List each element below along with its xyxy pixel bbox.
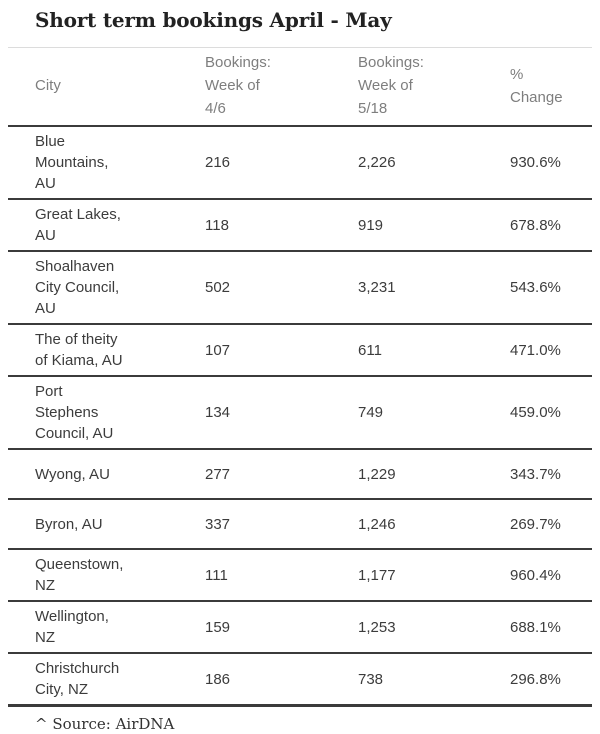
column-header-pct-change-label: % Change <box>510 65 563 106</box>
column-header-pct-change: % Change <box>510 47 592 127</box>
week-4-6-cell: 277 <box>205 449 358 500</box>
city-cell: Wyong, AU <box>8 449 205 500</box>
table-row: Great Lakes, AU 118 919 678.8% <box>8 199 592 252</box>
pct-change-cell: 459.0% <box>510 376 592 450</box>
table-header: City Bookings: Week of 4/6 Bookings: Wee… <box>8 47 592 127</box>
week-5-18-cell: 3,231 <box>358 251 510 325</box>
table-row: Wellington, NZ 159 1,253 688.1% <box>8 601 592 654</box>
city-cell: Shoalhaven City Council, AU <box>8 251 205 325</box>
page-title: Short term bookings April - May <box>35 8 392 32</box>
pct-change-cell: 930.6% <box>510 126 592 200</box>
week-4-6-cell: 111 <box>205 549 358 602</box>
city-cell: Christchurch City, NZ <box>8 653 205 707</box>
week-4-6-cell: 134 <box>205 376 358 450</box>
week-4-6-cell: 118 <box>205 199 358 252</box>
pct-change-cell: 688.1% <box>510 601 592 654</box>
city-cell: Byron, AU <box>8 499 205 550</box>
column-header-city: City <box>8 47 205 127</box>
week-4-6-cell: 107 <box>205 324 358 377</box>
table-body: Blue Mountains, AU 216 2,226 930.6% Grea… <box>8 126 592 707</box>
header-row: City Bookings: Week of 4/6 Bookings: Wee… <box>8 47 592 127</box>
week-5-18-cell: 2,226 <box>358 126 510 200</box>
week-5-18-cell: 611 <box>358 324 510 377</box>
column-header-week-4-6: Bookings: Week of 4/6 <box>205 47 358 127</box>
table-row: The of theity of Kiama, AU 107 611 471.0… <box>8 324 592 377</box>
table-row: Christchurch City, NZ 186 738 296.8% <box>8 653 592 707</box>
city-cell: Wellington, NZ <box>8 601 205 654</box>
week-4-6-cell: 502 <box>205 251 358 325</box>
week-5-18-cell: 1,177 <box>358 549 510 602</box>
pct-change-cell: 296.8% <box>510 653 592 707</box>
city-cell: Great Lakes, AU <box>8 199 205 252</box>
pct-change-cell: 678.8% <box>510 199 592 252</box>
week-4-6-cell: 186 <box>205 653 358 707</box>
city-cell: Blue Mountains, AU <box>8 126 205 200</box>
column-header-week-4-6-label: Bookings: Week of 4/6 <box>205 54 271 117</box>
pct-change-cell: 343.7% <box>510 449 592 500</box>
week-5-18-cell: 749 <box>358 376 510 450</box>
column-header-week-5-18: Bookings: Week of 5/18 <box>358 47 510 127</box>
city-cell: The of theity of Kiama, AU <box>8 324 205 377</box>
week-5-18-cell: 1,229 <box>358 449 510 500</box>
pct-change-cell: 269.7% <box>510 499 592 550</box>
week-5-18-cell: 1,253 <box>358 601 510 654</box>
week-5-18-cell: 1,246 <box>358 499 510 550</box>
pct-change-cell: 960.4% <box>510 549 592 602</box>
week-4-6-cell: 337 <box>205 499 358 550</box>
table-row: Shoalhaven City Council, AU 502 3,231 54… <box>8 251 592 325</box>
table-row: Blue Mountains, AU 216 2,226 930.6% <box>8 126 592 200</box>
source-note: ^ Source: AirDNA <box>35 715 175 733</box>
pct-change-cell: 543.6% <box>510 251 592 325</box>
week-4-6-cell: 159 <box>205 601 358 654</box>
week-5-18-cell: 919 <box>358 199 510 252</box>
column-header-city-label: City <box>35 77 61 94</box>
week-4-6-cell: 216 <box>205 126 358 200</box>
week-5-18-cell: 738 <box>358 653 510 707</box>
city-cell: Queenstown, NZ <box>8 549 205 602</box>
table-row: Wyong, AU 277 1,229 343.7% <box>8 449 592 500</box>
table-row: Queenstown, NZ 111 1,177 960.4% <box>8 549 592 602</box>
table-row: Byron, AU 337 1,246 269.7% <box>8 499 592 550</box>
table-row: Port Stephens Council, AU 134 749 459.0% <box>8 376 592 450</box>
column-header-week-5-18-label: Bookings: Week of 5/18 <box>358 54 424 117</box>
city-cell: Port Stephens Council, AU <box>8 376 205 450</box>
pct-change-cell: 471.0% <box>510 324 592 377</box>
bookings-table: City Bookings: Week of 4/6 Bookings: Wee… <box>8 47 592 707</box>
